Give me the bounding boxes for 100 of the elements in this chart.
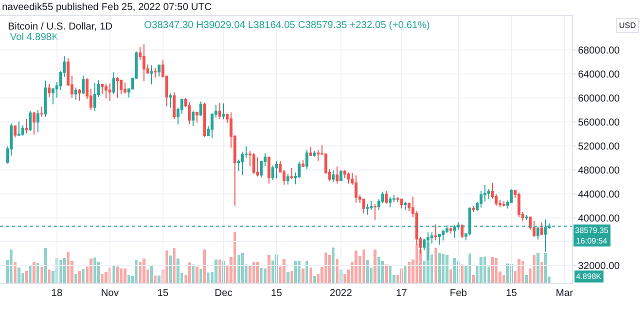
candlestick — [32, 111, 36, 136]
bar — [176, 258, 180, 283]
candlestick — [532, 220, 536, 238]
bar — [453, 258, 456, 283]
candlestick — [309, 146, 312, 157]
bar — [525, 274, 528, 283]
bar — [343, 274, 346, 283]
candlestick — [196, 112, 198, 124]
candlestick — [116, 76, 119, 99]
y-tick-label: 64000.00 — [578, 70, 620, 81]
bar — [169, 255, 172, 283]
y-tick-label: 56000.00 — [578, 117, 620, 128]
candlestick — [154, 68, 157, 78]
bar — [214, 260, 218, 283]
bar — [206, 272, 210, 283]
candlestick — [192, 110, 195, 127]
candlestick — [124, 82, 126, 94]
candlestick — [336, 166, 339, 184]
x-tick-label: 15 — [270, 288, 283, 299]
bar — [374, 249, 376, 283]
bar — [74, 274, 78, 283]
bar — [354, 250, 358, 283]
candlestick — [74, 87, 78, 100]
candlestick — [100, 84, 104, 94]
bar — [544, 252, 547, 283]
candlestick — [525, 214, 528, 220]
candlestick — [312, 150, 316, 158]
bar — [415, 244, 418, 283]
candlestick — [302, 160, 304, 168]
x-tick-label: 18 — [51, 288, 63, 299]
candlestick — [271, 165, 274, 181]
bar — [313, 276, 316, 283]
candlestick — [316, 150, 320, 162]
text: naveedik55 published Feb 25, 2022 07:50 UTC — [2, 2, 212, 13]
candlestick — [275, 160, 278, 180]
bar — [491, 256, 494, 283]
y-tick-label: 40000.00 — [578, 213, 620, 224]
ref-line-label: 38579.35 16:09:54 — [575, 226, 609, 246]
candlestick — [158, 64, 161, 77]
candlestick — [188, 102, 191, 125]
bar — [506, 264, 509, 283]
candlestick — [487, 188, 490, 200]
candlestick — [21, 124, 24, 136]
candlestick — [347, 172, 350, 184]
y-tick-label: 68000.00 — [578, 46, 620, 57]
bar — [449, 270, 452, 283]
y-tick-label: 32000.00 — [578, 261, 620, 272]
bar — [40, 267, 44, 283]
bar — [203, 249, 206, 283]
candlestick — [540, 222, 544, 236]
text: 4.898K — [576, 272, 602, 281]
candlestick — [28, 110, 32, 132]
bar — [63, 258, 66, 283]
candlestick — [438, 234, 441, 246]
bar — [150, 266, 153, 283]
candlestick — [366, 203, 369, 216]
bar — [268, 254, 270, 283]
y-tick-label: 60000.00 — [578, 94, 620, 105]
candlestick — [142, 44, 146, 82]
candlestick — [256, 156, 260, 177]
y-axis-title: USD — [619, 21, 636, 30]
bar — [199, 269, 202, 283]
x-tick-label: 17 — [396, 288, 408, 299]
candlestick — [199, 100, 202, 116]
bar — [328, 254, 331, 283]
candlestick — [36, 109, 40, 133]
bar — [446, 254, 448, 283]
bar — [241, 252, 244, 283]
candlestick — [400, 198, 403, 209]
candlestick — [78, 88, 81, 102]
candlestick — [25, 118, 28, 134]
candlestick — [362, 198, 366, 214]
bar — [196, 266, 198, 283]
bar — [366, 260, 369, 283]
candlestick — [332, 170, 335, 183]
bar — [32, 262, 36, 283]
bar — [44, 248, 47, 283]
bar — [381, 261, 384, 283]
bar — [48, 270, 51, 283]
candlestick — [18, 120, 20, 137]
bar — [142, 258, 146, 283]
bar — [502, 274, 506, 283]
bar — [25, 270, 28, 283]
candlestick — [169, 92, 172, 108]
candlestick — [218, 102, 222, 120]
bar — [104, 272, 108, 283]
candlestick — [268, 156, 270, 184]
x-tick-label: Mar — [556, 288, 574, 299]
candlestick — [340, 170, 342, 182]
x-tick-label: 15 — [506, 288, 518, 299]
bar — [100, 274, 104, 283]
bar — [28, 266, 32, 283]
candlestick — [252, 152, 256, 174]
bar — [116, 266, 119, 283]
candlestick — [120, 78, 123, 94]
candlestick — [290, 168, 294, 180]
candlestick — [442, 229, 445, 241]
bar — [154, 275, 157, 283]
candlestick — [44, 80, 47, 118]
bar — [78, 270, 81, 283]
